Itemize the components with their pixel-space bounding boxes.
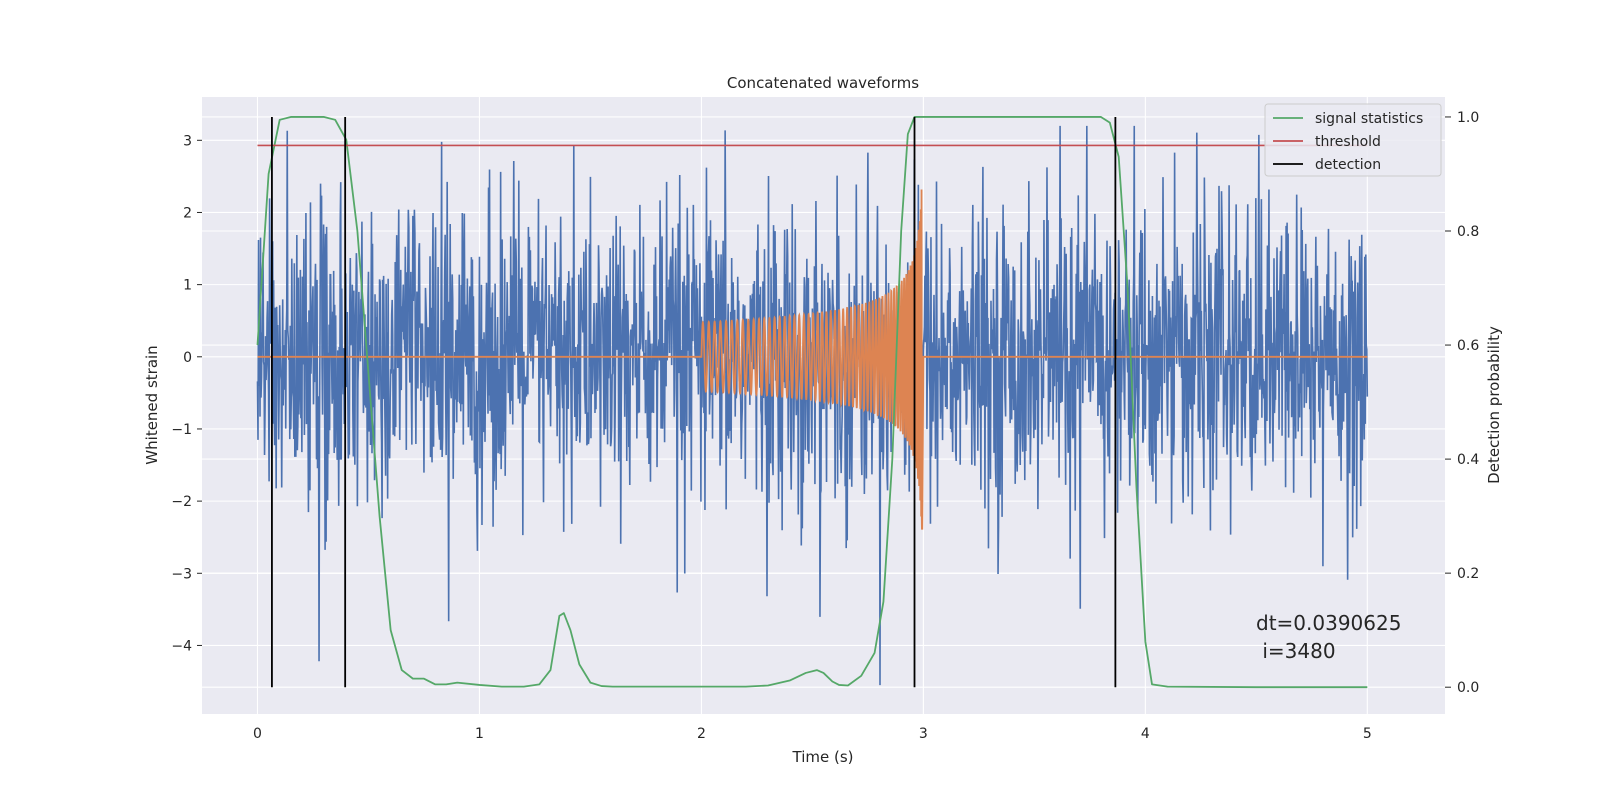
x-tick-label: 5 bbox=[1363, 726, 1372, 742]
y-tick-label: 3 bbox=[183, 133, 192, 149]
x-tick-label: 4 bbox=[1141, 726, 1150, 742]
y2-axis-label: Detection probability bbox=[1485, 326, 1503, 484]
annotation-i: i=3480 bbox=[1256, 639, 1336, 663]
legend-entry: detection bbox=[1315, 157, 1381, 173]
signal-statistics-line bbox=[256, 116, 1368, 689]
y-axis-label: Whitened strain bbox=[143, 345, 161, 464]
y-tick-label: −3 bbox=[171, 566, 192, 582]
strain-noise-line bbox=[256, 125, 1369, 686]
y-tick-label: −1 bbox=[171, 422, 192, 438]
y-tick-label: 1 bbox=[183, 278, 192, 294]
x-tick-label: 0 bbox=[253, 726, 262, 742]
x-tick-label: 2 bbox=[697, 726, 706, 742]
legend-box bbox=[1264, 103, 1442, 177]
y-tick-label: 2 bbox=[183, 205, 192, 221]
x-tick-label: 1 bbox=[475, 726, 484, 742]
y-tick-label: −4 bbox=[171, 638, 192, 654]
y2-tick-label: 0.6 bbox=[1457, 338, 1479, 354]
y2-tick-label: 0.2 bbox=[1457, 566, 1479, 582]
y2-tick-label: 1.0 bbox=[1457, 110, 1479, 126]
legend-entry: threshold bbox=[1315, 134, 1381, 150]
plot-area bbox=[256, 116, 1369, 689]
y2-tick-label: 0.0 bbox=[1457, 680, 1479, 696]
legend-entry: signal statistics bbox=[1315, 111, 1423, 127]
chart-title: Concatenated waveforms bbox=[727, 74, 919, 92]
legend: signal statistics threshold detection bbox=[1264, 103, 1442, 177]
injection-chirp-line bbox=[257, 189, 1368, 530]
annotation-dt: dt=0.0390625 bbox=[1256, 611, 1401, 635]
x-tick-label: 3 bbox=[919, 726, 928, 742]
y-tick-label: 0 bbox=[183, 350, 192, 366]
x-axis-label: Time (s) bbox=[792, 748, 854, 766]
y2-tick-label: 0.8 bbox=[1457, 224, 1479, 240]
axes: 0 1 2 3 4 5 3 2 1 0 −1 −2 −3 −4 1.0 0.8 0.6 0.4 0.2 0.0 bbox=[171, 110, 1479, 742]
y-tick-label: −2 bbox=[171, 494, 192, 510]
y2-tick-label: 0.4 bbox=[1457, 452, 1479, 468]
